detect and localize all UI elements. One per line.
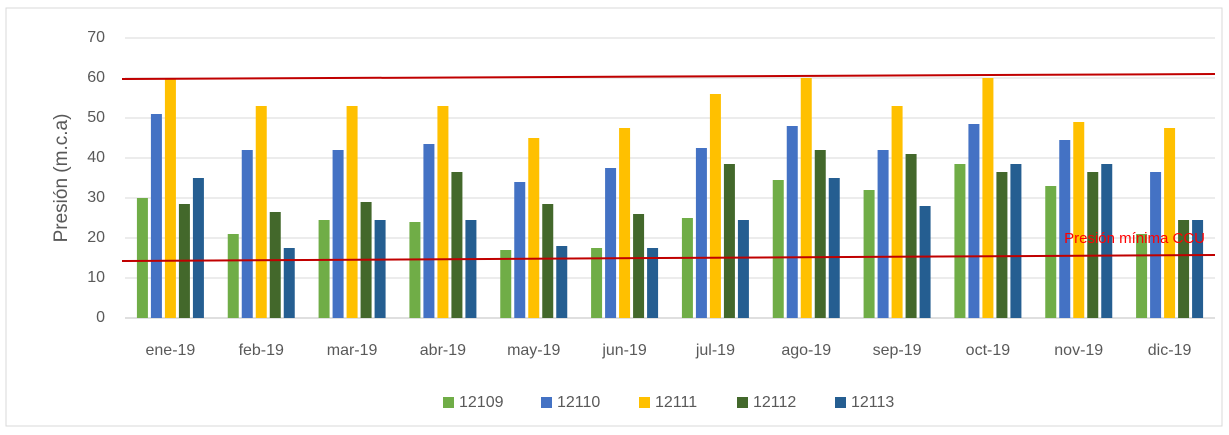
- x-tick-label: mar-19: [327, 342, 378, 359]
- x-tick-label: ago-19: [781, 342, 831, 359]
- bar: [164, 78, 176, 318]
- bar: [1073, 122, 1085, 318]
- bar: [1178, 220, 1190, 318]
- bar: [982, 78, 994, 318]
- annotation: Presión mínima CCU: [1064, 230, 1205, 247]
- bar: [465, 220, 477, 318]
- x-tick-label: may-19: [507, 342, 560, 359]
- bar: [514, 182, 526, 318]
- legend-swatch: [541, 397, 552, 408]
- bar: [891, 106, 903, 318]
- y-tick-label: 70: [87, 29, 105, 46]
- bar: [283, 248, 295, 318]
- bar: [241, 150, 253, 318]
- legend-label: 12113: [851, 394, 894, 411]
- bar: [681, 218, 693, 318]
- bar: [332, 150, 344, 318]
- x-tick-label: nov-19: [1054, 342, 1103, 359]
- bar: [451, 172, 463, 318]
- bar: [556, 246, 568, 318]
- bar: [1010, 164, 1022, 318]
- bar: [772, 180, 784, 318]
- bar: [192, 178, 204, 318]
- bar: [409, 222, 421, 318]
- bar: [877, 150, 889, 318]
- bar: [996, 172, 1008, 318]
- bar: [800, 78, 812, 318]
- y-tick-label: 50: [87, 109, 105, 126]
- bar: [814, 150, 826, 318]
- bar: [591, 248, 603, 318]
- bar: [500, 250, 512, 318]
- bar: [542, 204, 554, 318]
- bar: [1045, 186, 1057, 318]
- bar: [1192, 220, 1204, 318]
- legend-label: 12110: [557, 394, 600, 411]
- reference-line: [121, 254, 1216, 262]
- x-tick-label: jul-19: [695, 342, 735, 359]
- bar: [786, 126, 798, 318]
- x-tick-label: jun-19: [601, 342, 647, 359]
- bar: [709, 94, 721, 318]
- y-tick-label: 30: [87, 189, 105, 206]
- y-axis-title: Presión (m.c.a): [51, 114, 72, 243]
- bar: [695, 148, 707, 318]
- bar: [423, 144, 435, 318]
- bar: [150, 114, 162, 318]
- y-tick-label: 40: [87, 149, 105, 166]
- bar: [1150, 172, 1162, 318]
- legend-label: 12109: [459, 394, 504, 411]
- legend-swatch: [443, 397, 454, 408]
- bar: [136, 198, 148, 318]
- bar: [968, 124, 980, 318]
- x-tick-label: abr-19: [420, 342, 466, 359]
- legend-label: 12112: [753, 394, 796, 411]
- x-tick-label: ene-19: [146, 342, 196, 359]
- x-tick-label: dic-19: [1148, 342, 1192, 359]
- bar: [227, 234, 239, 318]
- legend-label: 12111: [655, 394, 697, 411]
- bar: [1164, 128, 1176, 318]
- bar: [1101, 164, 1113, 318]
- bar: [723, 164, 735, 318]
- bar: [919, 206, 931, 318]
- reference-line: [121, 73, 1216, 80]
- legend-swatch: [639, 397, 650, 408]
- y-tick-label: 60: [87, 69, 105, 86]
- bar: [863, 190, 875, 318]
- bar: [528, 138, 540, 318]
- bar: [318, 220, 330, 318]
- bar: [1087, 172, 1099, 318]
- bar: [954, 164, 966, 318]
- x-tick-label: feb-19: [239, 342, 284, 359]
- bar: [269, 212, 281, 318]
- legend-swatch: [835, 397, 846, 408]
- bar: [737, 220, 749, 318]
- bar: [633, 214, 645, 318]
- bar: [374, 220, 386, 318]
- bar: [828, 178, 840, 318]
- bar: [437, 106, 449, 318]
- x-tick-label: sep-19: [873, 342, 922, 359]
- bar: [1059, 140, 1071, 318]
- legend-swatch: [737, 397, 748, 408]
- bar: [346, 106, 358, 318]
- bar: [605, 168, 617, 318]
- y-tick-label: 20: [87, 229, 105, 246]
- x-tick-label: oct-19: [966, 342, 1011, 359]
- bar: [619, 128, 631, 318]
- y-tick-label: 10: [87, 269, 105, 286]
- y-tick-label: 0: [96, 309, 105, 326]
- bar: [1136, 234, 1148, 318]
- bar: [905, 154, 917, 318]
- bar: [255, 106, 267, 318]
- bar: [647, 248, 659, 318]
